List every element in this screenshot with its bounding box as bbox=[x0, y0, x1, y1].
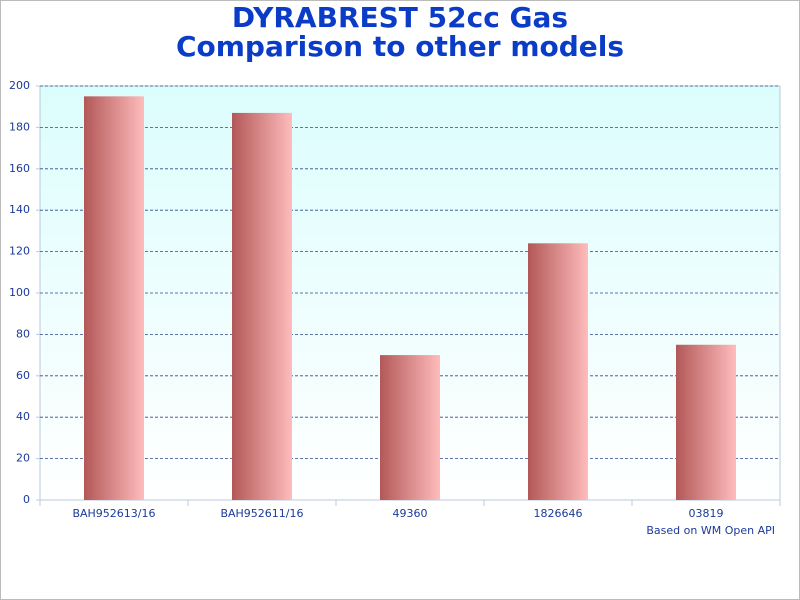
x-tick-label: 1826646 bbox=[534, 507, 583, 520]
y-tick-label: 40 bbox=[16, 410, 30, 423]
bar bbox=[528, 243, 588, 500]
y-tick-label: 20 bbox=[16, 452, 30, 465]
x-tick-label: BAH952611/16 bbox=[220, 507, 303, 520]
y-tick-label: 0 bbox=[23, 493, 30, 506]
bar bbox=[84, 96, 144, 500]
chart-subtitle: Comparison to other models bbox=[176, 30, 624, 63]
chart-title: DYRABREST 52cc Gas bbox=[232, 1, 568, 34]
bar bbox=[232, 112, 292, 500]
y-tick-label: 160 bbox=[9, 162, 30, 175]
x-tick-label: 49360 bbox=[393, 507, 428, 520]
y-tick-label: 180 bbox=[9, 120, 30, 133]
y-tick-label: 140 bbox=[9, 203, 30, 216]
bar bbox=[676, 344, 736, 500]
note: Based on WM Open API bbox=[646, 524, 775, 537]
y-tick-label: 100 bbox=[9, 286, 30, 299]
y-tick-label: 120 bbox=[9, 245, 30, 258]
y-tick-label: 200 bbox=[9, 79, 30, 92]
x-tick-label: 03819 bbox=[689, 507, 724, 520]
y-tick-label: 80 bbox=[16, 327, 30, 340]
bar bbox=[380, 355, 440, 500]
x-tick-label: BAH952613/16 bbox=[72, 507, 155, 520]
y-tick-label: 60 bbox=[16, 369, 30, 382]
